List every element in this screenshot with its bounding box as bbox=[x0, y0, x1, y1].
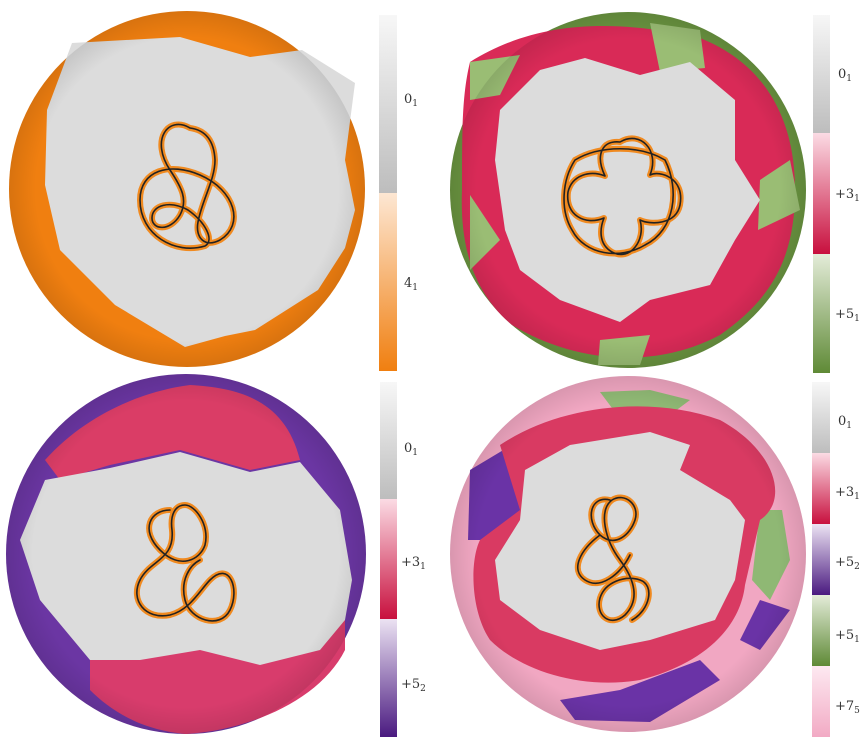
colorbar-label-3-1: +31 bbox=[835, 485, 860, 502]
knot-seven-crossing bbox=[574, 494, 652, 624]
colorbar-label-3-1: +31 bbox=[835, 187, 860, 204]
knot-core bbox=[576, 496, 650, 622]
phase-disk bbox=[9, 11, 365, 367]
colorbar-top-left: 01 41 bbox=[379, 15, 418, 371]
colorbar-label-0: 01 bbox=[404, 92, 418, 109]
colorbar-label-5-2: +52 bbox=[401, 677, 426, 694]
disk-edge-shade bbox=[9, 11, 365, 367]
knot-pentafoil bbox=[561, 135, 684, 258]
colorbar-bottom-left: 01 +31 +52 bbox=[380, 382, 426, 737]
colorbar-gradient bbox=[379, 15, 397, 371]
colorbar-label-5-1: +51 bbox=[835, 628, 860, 645]
panel-top-right: 01 +31 +51 bbox=[450, 12, 860, 373]
colorbar-gradient bbox=[812, 382, 830, 737]
phase-disk bbox=[450, 12, 806, 368]
knot-core bbox=[139, 123, 235, 249]
colorbar-label-5-2: +52 bbox=[835, 555, 860, 572]
colorbar-bottom-right: 01 +31 +52 +51 +75 bbox=[812, 382, 860, 737]
colorbar-label-4-1: 41 bbox=[404, 276, 418, 293]
knot-three-twist bbox=[133, 502, 237, 624]
colorbar-label-7-5: +75 bbox=[835, 699, 860, 716]
colorbar-gradient bbox=[380, 382, 397, 737]
disk-edge-shade bbox=[6, 374, 366, 734]
colorbar-label-5-1: +51 bbox=[835, 307, 860, 324]
colorbar-label-0: 01 bbox=[838, 67, 852, 84]
knot-core bbox=[136, 504, 235, 622]
knot-core bbox=[563, 137, 682, 256]
panel-top-left: 01 41 bbox=[9, 11, 418, 371]
colorbar-label-0: 01 bbox=[404, 441, 418, 458]
panel-bottom-left: 01 +31 +52 bbox=[6, 374, 426, 737]
knot-figure-eight bbox=[137, 121, 237, 252]
phase-disk bbox=[6, 374, 366, 734]
disk-edge-shade bbox=[450, 12, 806, 368]
colorbar-label-3-1: +31 bbox=[401, 555, 426, 572]
colorbar-gradient bbox=[813, 15, 830, 373]
colorbar-top-right: 01 +31 +51 bbox=[813, 15, 860, 373]
colorbar-label-0: 01 bbox=[838, 414, 852, 431]
panel-bottom-right: 01 +31 +52 +51 +75 bbox=[450, 376, 860, 737]
